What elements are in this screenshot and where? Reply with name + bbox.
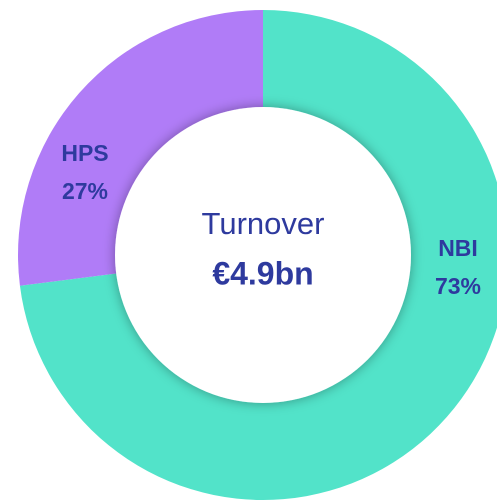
segment-name: HPS <box>61 140 108 166</box>
center-value: €4.9bn <box>212 255 313 291</box>
segment-value: 73% <box>435 273 481 299</box>
donut-hole <box>115 107 411 403</box>
segment-value: 27% <box>62 178 108 204</box>
segment-name: NBI <box>438 235 478 261</box>
donut-segment <box>19 10 497 500</box>
center-label: Turnover <box>202 206 325 241</box>
